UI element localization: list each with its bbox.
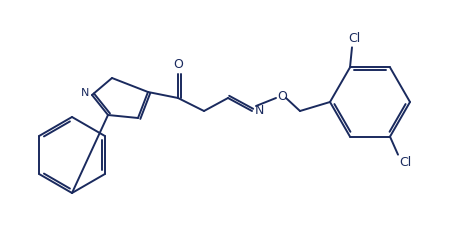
Text: O: O bbox=[277, 90, 287, 104]
Text: N: N bbox=[81, 88, 89, 98]
Text: Cl: Cl bbox=[399, 156, 411, 169]
Text: O: O bbox=[173, 58, 183, 70]
Text: Cl: Cl bbox=[348, 32, 360, 45]
Text: N: N bbox=[254, 104, 264, 118]
